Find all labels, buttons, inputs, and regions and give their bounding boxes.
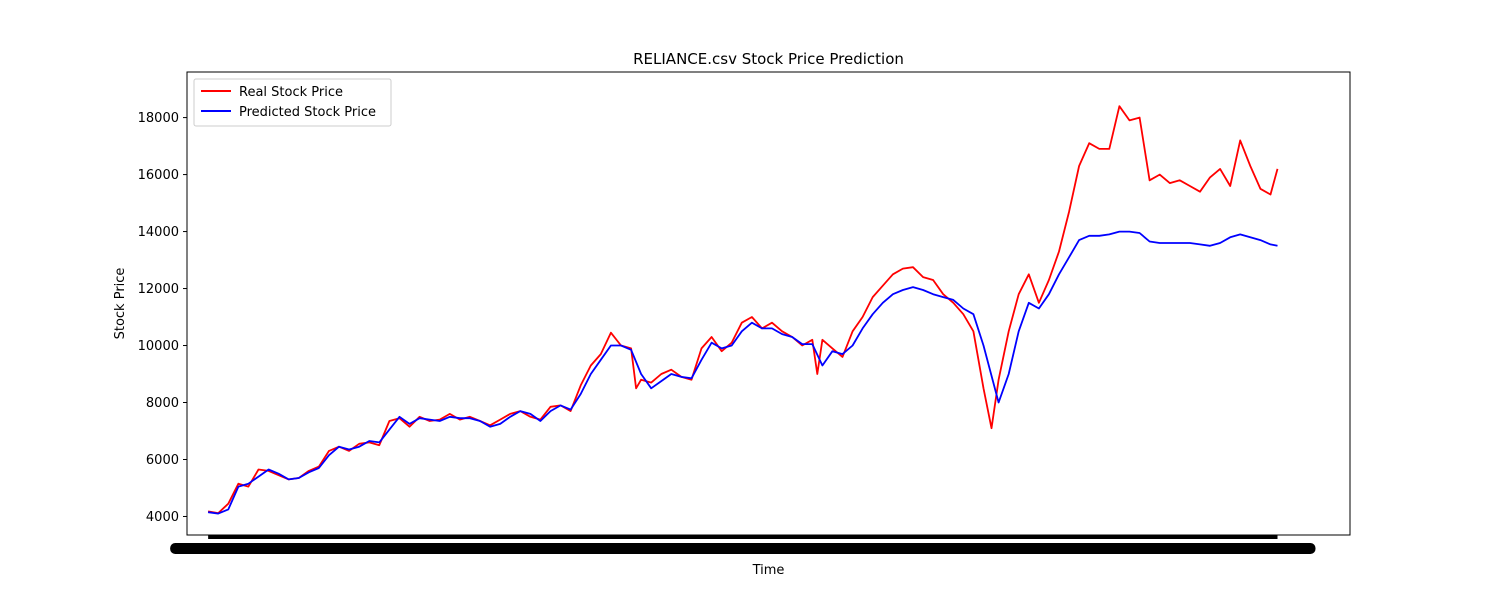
y-tick-label: 18000	[138, 111, 179, 126]
plot-lines	[207, 105, 1279, 515]
y-axis-label: Stock Price	[113, 268, 128, 340]
y-tick-label: 14000	[138, 225, 179, 240]
y-tick-label: 10000	[138, 339, 179, 354]
y-tick-label: 12000	[138, 282, 179, 297]
plot-frame	[186, 71, 1351, 536]
y-tick-label: 6000	[146, 453, 179, 468]
y-axis: 4000 6000 8000 10000 12000 14000 16000 18000	[138, 111, 187, 525]
series-line-real	[207, 105, 1279, 514]
legend: Real Stock Price Predicted Stock Price	[193, 78, 392, 127]
x-axis-tick-band	[170, 535, 1316, 554]
x-tick-labels-overlap	[170, 543, 1316, 554]
legend-label-predicted: Predicted Stock Price	[239, 105, 376, 120]
x-axis-label: Time	[752, 563, 785, 578]
x-tick-marks	[208, 535, 1278, 539]
y-tick-label: 8000	[146, 396, 179, 411]
legend-box	[193, 78, 392, 127]
y-tick-label: 4000	[146, 510, 179, 525]
legend-label-real: Real Stock Price	[239, 85, 343, 100]
y-tick-label: 16000	[138, 168, 179, 183]
series-line-predicted	[207, 230, 1278, 515]
chart-title: RELIANCE.csv Stock Price Prediction	[633, 50, 904, 68]
